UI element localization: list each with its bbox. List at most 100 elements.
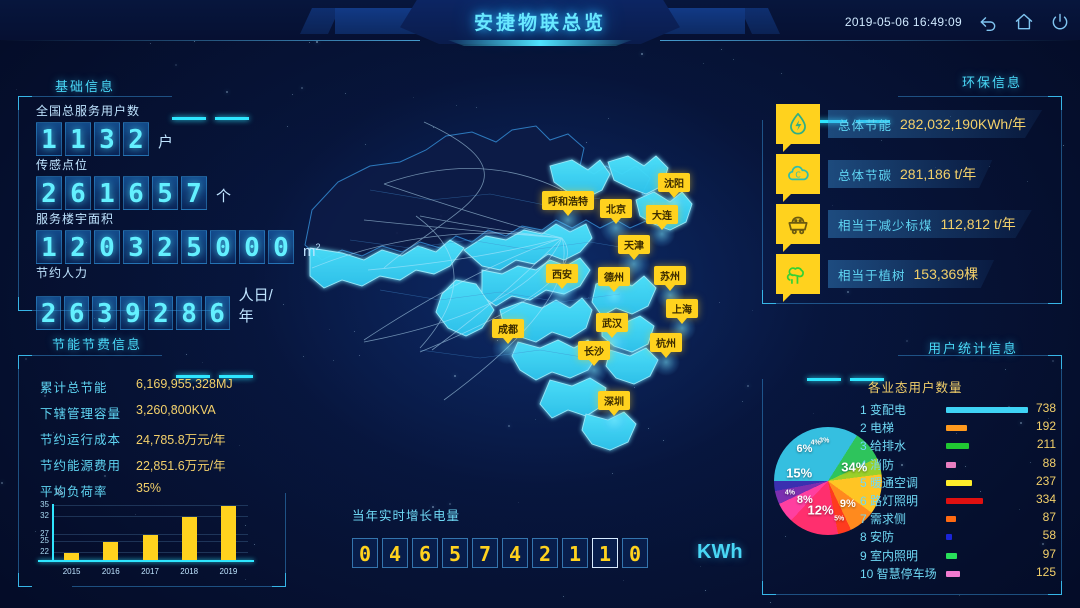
saving-key: 累计总节能 — [40, 381, 108, 395]
map-city-marker[interactable]: 呼和浩特 — [542, 191, 594, 210]
metric-unit: 个 — [216, 185, 231, 210]
timestamp: 2019-05-06 16:49:09 — [845, 15, 962, 29]
map-city-marker[interactable]: 沈阳 — [658, 173, 690, 192]
digit-cell: 3 — [94, 122, 120, 156]
frame-corner-br — [272, 573, 286, 587]
map-city-marker[interactable]: 长沙 — [578, 341, 610, 360]
counter-digit-cells: 0465742110 — [352, 538, 752, 568]
map-city-marker[interactable]: 德州 — [598, 267, 630, 286]
china-map[interactable]: 呼和浩特 沈阳北京 大连天津西安 德州 苏州成都 武汉 上海长沙 杭州深圳 — [250, 70, 770, 500]
chart-bar[interactable] — [221, 506, 236, 560]
env-row-energy: 总体节能 282,032,190KWh/年 — [776, 104, 1042, 144]
chart-bar[interactable] — [182, 517, 197, 561]
metric-digits: 2 6 3 9 2 8 6 人日/年 — [36, 284, 286, 330]
chart-gridline: 35 — [52, 505, 248, 506]
back-icon[interactable] — [978, 12, 998, 32]
chart-x-tick: 2017 — [141, 567, 159, 576]
city-label: 苏州 — [654, 266, 686, 285]
digit-cell: 3 — [123, 230, 149, 264]
counter-digit: 5 — [442, 538, 468, 568]
saving-row: 下辖管理容量 3,260,800KVA — [40, 403, 121, 422]
legend-row[interactable]: 10 智慧停车场 125 — [860, 565, 1056, 583]
legend-row[interactable]: 4 消防 88 — [860, 456, 1056, 474]
basic-info-panel: 全国总服务用户数 1132户 传感点位 261657个 服务楼宇面积 12032… — [18, 96, 286, 311]
city-label: 沈阳 — [658, 173, 690, 192]
saving-key: 节约能源费用 — [40, 459, 121, 473]
city-label: 长沙 — [578, 341, 610, 360]
legend-bar — [946, 516, 956, 522]
city-label: 杭州 — [650, 333, 682, 352]
city-label: 深圳 — [598, 391, 630, 410]
energy-drop-icon — [776, 104, 820, 144]
legend-value: 125 — [1036, 565, 1056, 579]
legend-value: 58 — [1043, 528, 1056, 542]
counter-digit: 6 — [412, 538, 438, 568]
metric-digits: 1 2 0 3 2 5 0 0 0 m2 — [36, 230, 321, 264]
frame-edge-top — [898, 96, 1048, 97]
home-icon[interactable] — [1014, 12, 1034, 32]
digit-cell: 0 — [94, 230, 120, 264]
metric-unit: 户 — [158, 131, 173, 156]
frame-edge-top — [32, 355, 162, 356]
legend-row[interactable]: 1 变配电 738 — [860, 401, 1056, 419]
digit-cell: 2 — [152, 230, 178, 264]
legend-row[interactable]: 2 电梯 192 — [860, 419, 1056, 437]
chart-bar[interactable] — [64, 553, 79, 560]
power-icon[interactable] — [1050, 12, 1070, 32]
china-map-svg — [250, 70, 770, 500]
legend-row[interactable]: 6 路灯照明 334 — [860, 492, 1056, 510]
map-city-marker[interactable]: 苏州 — [654, 266, 686, 285]
saving-key: 下辖管理容量 — [40, 407, 121, 421]
map-city-marker[interactable]: 西安 — [546, 264, 578, 283]
metric-digits: 1132户 — [36, 122, 173, 156]
legend-label: 10 智慧停车场 — [860, 565, 937, 582]
legend-row[interactable]: 7 需求侧 87 — [860, 510, 1056, 528]
header-rule-right — [660, 40, 1080, 41]
map-city-marker[interactable]: 成都 — [492, 319, 524, 338]
saving-value: 6,169,955,328MJ — [136, 377, 233, 391]
svg-text:C: C — [795, 170, 800, 179]
env-info-panel: 总体节能 282,032,190KWh/年 C 总体节碳 281,186 t/年 — [762, 96, 1062, 304]
legend-label: 9 室内照明 — [860, 547, 918, 564]
map-city-marker[interactable]: 大连 — [646, 205, 678, 224]
frame-edge-top — [32, 96, 172, 97]
legend-row[interactable]: 8 安防 58 — [860, 528, 1056, 546]
chart-y-tick: 35 — [40, 500, 49, 509]
env-value-plate: 总体节能 282,032,190KWh/年 — [828, 110, 1042, 138]
frame-corner-br — [1048, 581, 1062, 595]
legend-label: 4 消防 — [860, 456, 894, 473]
map-city-marker[interactable]: 杭州 — [650, 333, 682, 352]
map-city-marker[interactable]: 北京 — [600, 199, 632, 218]
legend-row[interactable]: 3 给排水 211 — [860, 437, 1056, 455]
env-row-coal: 相当于减少标煤 112,812 t/年 — [776, 204, 1032, 244]
map-city-marker[interactable]: 武汉 — [596, 313, 628, 332]
header-actions: 2019-05-06 16:49:09 — [845, 12, 1070, 32]
legend-row[interactable]: 5 暖通空调 237 — [860, 474, 1056, 492]
metric-sensor-points: 传感点位 261657个 — [36, 156, 231, 210]
frame-corner-tl — [18, 355, 32, 369]
digit-cell: 6 — [123, 176, 149, 210]
frame-edge-right — [285, 493, 286, 573]
frame-edge-right — [1061, 110, 1062, 290]
frame-edge-right — [1061, 369, 1062, 581]
header-underglow — [440, 40, 640, 46]
frame-edge-bottom — [776, 303, 1048, 304]
chart-bar[interactable] — [103, 542, 118, 560]
map-city-marker[interactable]: 上海 — [666, 299, 698, 318]
chart-y-tick: 27 — [40, 529, 49, 538]
metric-label: 传感点位 — [36, 156, 231, 173]
city-label: 德州 — [598, 267, 630, 286]
map-city-marker[interactable]: 深圳 — [598, 391, 630, 410]
env-key: 总体节碳 — [838, 165, 892, 184]
digit-cell: 2 — [123, 122, 149, 156]
metric-total-users: 全国总服务用户数 1132户 — [36, 102, 173, 156]
legend-row[interactable]: 9 室内照明 97 — [860, 547, 1056, 565]
legend-bar — [946, 443, 969, 449]
frame-edge-bottom — [72, 586, 272, 587]
city-label: 大连 — [646, 205, 678, 224]
map-city-marker[interactable]: 天津 — [618, 235, 650, 254]
digit-cell: 9 — [120, 296, 145, 330]
chart-bar[interactable] — [143, 535, 158, 560]
legend-label: 5 暖通空调 — [860, 474, 918, 491]
saving-key: 节约运行成本 — [40, 433, 121, 447]
